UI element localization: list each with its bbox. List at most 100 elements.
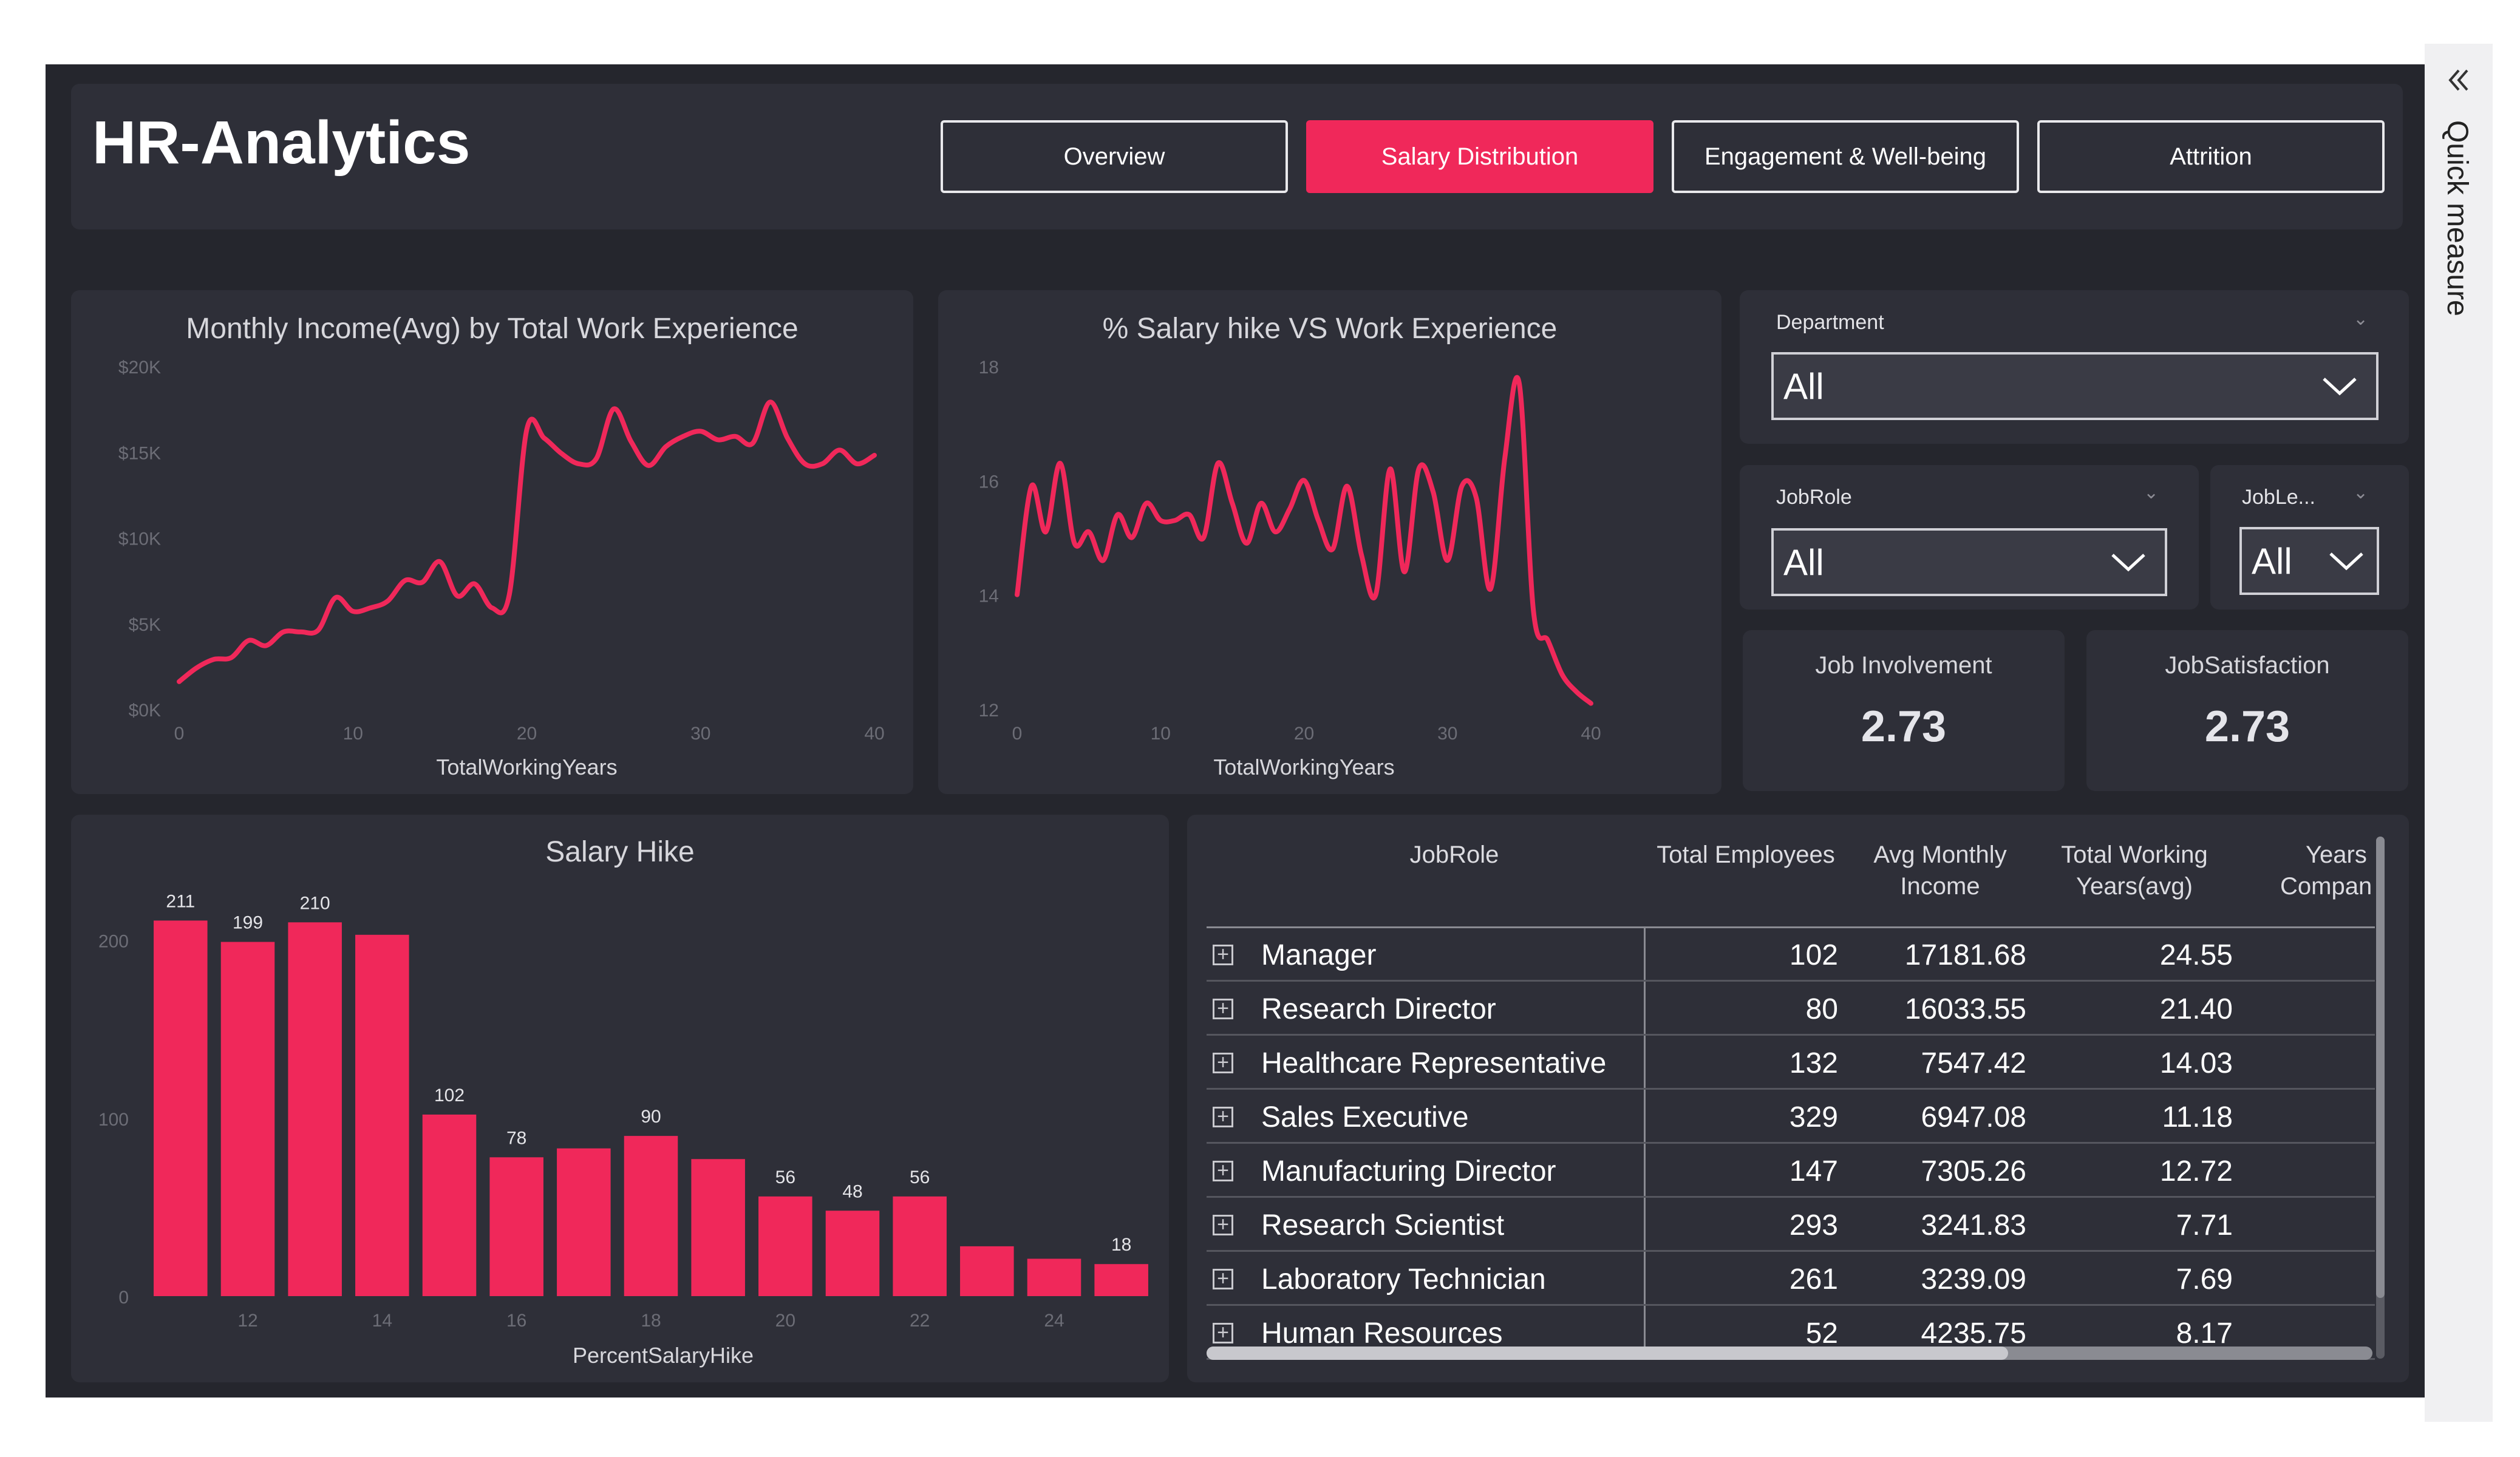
job-involvement-label: Job Involvement (1815, 652, 1992, 679)
salary-hike-bar[interactable] (557, 1148, 611, 1296)
page-title: HR-Analytics (92, 109, 471, 177)
chevron-down-icon (2323, 378, 2357, 396)
income-series-line[interactable] (177, 399, 877, 684)
bar-ytick-label: 200 (98, 932, 129, 952)
vertical-scrollbar[interactable] (2376, 837, 2385, 1359)
hike-xtick-label: 40 (1581, 724, 1601, 744)
hike-line-chart[interactable]: 12 14 16 18 0 10 20 30 40 TotalWorkingYears (938, 290, 1721, 794)
income-line-chart[interactable]: $0K $5K $10K $15K $20K 0 10 20 30 40 TotalWorkingY… (71, 290, 913, 794)
cell-jobrole: Research Director (1261, 993, 1496, 1025)
cell-jobrole: Sales Executive (1261, 1101, 1469, 1133)
hike-chart-panel[interactable]: % Salary hike VS Work Experience 12 14 16 1… (938, 290, 1721, 794)
tab-engagement-wellbeing[interactable]: Engagement & Well-being (1672, 120, 2019, 193)
income-chart-title: Monthly Income(Avg) by Total Work Experi… (186, 313, 799, 345)
expand-plus-icon[interactable]: + (1213, 1106, 1233, 1127)
col-header-total-working-years[interactable]: Total Working Years(avg) (2061, 841, 2208, 900)
expand-plus-icon[interactable]: + (1213, 1268, 1233, 1289)
table-row[interactable]: + Research Scientist 293 3241.83 7.71 (1207, 1198, 2375, 1252)
cell-avg-monthly-income: 7305.26 (1921, 1155, 2026, 1187)
double-chevron-left-icon[interactable] (2443, 66, 2473, 96)
table-row[interactable]: + Manager 102 17181.68 24.55 (1207, 928, 2375, 982)
salary-hike-bar[interactable] (1027, 1258, 1081, 1296)
jobrole-dropdown[interactable]: All (1771, 528, 2167, 596)
salary-hike-bar[interactable] (355, 934, 409, 1296)
salary-hike-bar[interactable] (691, 1159, 745, 1296)
table-header-divider (1207, 926, 2375, 928)
expand-plus-icon[interactable]: + (1213, 944, 1233, 965)
tab-overview[interactable]: Overview (941, 120, 1288, 193)
salary-hike-bar[interactable] (1094, 1264, 1148, 1296)
hike-series-line[interactable] (1015, 375, 1593, 706)
joblevel-slicer-panel: JobLe... ⌄ All (2210, 465, 2409, 610)
joblevel-collapse-chevron-icon[interactable]: ⌄ (2353, 483, 2369, 503)
salary-hike-bar[interactable] (220, 942, 275, 1296)
income-xtick-label: 20 (517, 724, 537, 744)
salary-hike-bar-chart[interactable]: 0 100 200 211 199 210 102 78 90 56 48 56 18 12 14 16 18 2… (71, 815, 1169, 1382)
cell-avg-monthly-income: 3239.09 (1921, 1263, 2026, 1296)
cell-avg-monthly-income: 17181.68 (1904, 939, 2026, 971)
col-header-avg-monthly-income[interactable]: Avg Monthly Income (1873, 841, 2007, 900)
job-involvement-card: Job Involvement 2.73 (1743, 630, 2065, 791)
cell-total-working-years: 21.40 (2159, 993, 2233, 1025)
department-slicer-panel: Department ⌄ All (1740, 290, 2409, 444)
joblevel-dropdown[interactable]: All (2239, 527, 2379, 595)
jobrole-slicer-label: JobRole (1776, 486, 1852, 509)
expand-plus-icon[interactable]: + (1213, 1160, 1233, 1181)
cell-total-employees: 102 (1789, 939, 1838, 971)
col-header-years-company[interactable]: Years Compan (2280, 841, 2372, 900)
salary-hike-bar[interactable] (624, 1136, 678, 1296)
hike-x-axis-label: TotalWorkingYears (1213, 755, 1394, 779)
bar-data-label: 199 (233, 913, 263, 933)
jobrole-collapse-chevron-icon[interactable]: ⌄ (2144, 483, 2159, 503)
department-dropdown[interactable]: All (1771, 352, 2379, 420)
department-collapse-chevron-icon[interactable]: ⌄ (2353, 309, 2369, 329)
col-header-jobrole[interactable]: JobRole (1409, 841, 1499, 868)
chevron-down-icon (2329, 552, 2363, 571)
cell-total-working-years: 8.17 (2176, 1317, 2233, 1350)
vertical-scrollbar-thumb[interactable] (2376, 837, 2385, 1298)
quick-measure-pane[interactable]: Quick measure (2425, 44, 2493, 1422)
bar-data-label: 56 (910, 1167, 930, 1187)
income-ytick-label: $5K (129, 615, 161, 635)
job-involvement-value: 2.73 (1861, 702, 1947, 751)
salary-hike-bar[interactable] (422, 1114, 477, 1296)
table-row[interactable]: + Research Director 80 16033.55 21.40 (1207, 982, 2375, 1036)
table-row[interactable]: + Laboratory Technician 261 3239.09 7.69 (1207, 1252, 2375, 1306)
jobrole-selected-value: All (1783, 542, 1824, 583)
salary-hike-bar[interactable] (960, 1246, 1014, 1296)
bar-data-label: 211 (166, 891, 195, 911)
salary-hike-chart-panel[interactable]: Salary Hike 0 100 200 211 199 210 102 78 90 56 48 5… (71, 815, 1169, 1382)
tab-attrition[interactable]: Attrition (2037, 120, 2385, 193)
income-ytick-label: $10K (118, 529, 161, 549)
table-row[interactable]: + Manufacturing Director 147 7305.26 12.72 (1207, 1144, 2375, 1198)
horizontal-scrollbar-thumb[interactable] (1207, 1347, 2008, 1360)
salary-hike-bar[interactable] (893, 1196, 947, 1296)
cell-total-employees: 147 (1789, 1155, 1838, 1187)
joblevel-slicer-label: JobLe... (2242, 486, 2315, 509)
table-row[interactable]: + Sales Executive 329 6947.08 11.18 (1207, 1090, 2375, 1144)
salary-hike-bar[interactable] (489, 1157, 543, 1296)
cell-total-working-years: 11.18 (2162, 1101, 2233, 1133)
hike-chart-title: % Salary hike VS Work Experience (1102, 313, 1558, 345)
salary-hike-bar[interactable] (825, 1211, 880, 1296)
cell-total-working-years: 12.72 (2159, 1155, 2233, 1187)
hike-xtick-label: 0 (1012, 724, 1023, 744)
income-chart-panel[interactable]: Monthly Income(Avg) by Total Work Experi… (71, 290, 913, 794)
horizontal-scrollbar[interactable] (1207, 1347, 2372, 1360)
expand-plus-icon[interactable]: + (1213, 1214, 1233, 1235)
table-row[interactable]: + Healthcare Representative 132 7547.42 14.0… (1207, 1036, 2375, 1090)
salary-hike-bar[interactable] (288, 922, 342, 1296)
bar-xtick-label: 20 (775, 1311, 795, 1331)
expand-plus-icon[interactable]: + (1213, 1052, 1233, 1073)
salary-hike-bar[interactable] (758, 1196, 812, 1296)
cell-avg-monthly-income: 7547.42 (1921, 1047, 2026, 1079)
bar-xtick-label: 12 (237, 1311, 257, 1331)
hike-xtick-label: 30 (1437, 724, 1457, 744)
bar-ytick-label: 0 (118, 1288, 129, 1308)
salary-hike-bar[interactable] (154, 920, 208, 1296)
expand-plus-icon[interactable]: + (1213, 1322, 1233, 1343)
cell-jobrole: Manufacturing Director (1261, 1155, 1556, 1187)
expand-plus-icon[interactable]: + (1213, 998, 1233, 1019)
tab-salary-distribution[interactable]: Salary Distribution (1306, 120, 1653, 193)
col-header-total-employees[interactable]: Total Employees (1657, 841, 1835, 868)
